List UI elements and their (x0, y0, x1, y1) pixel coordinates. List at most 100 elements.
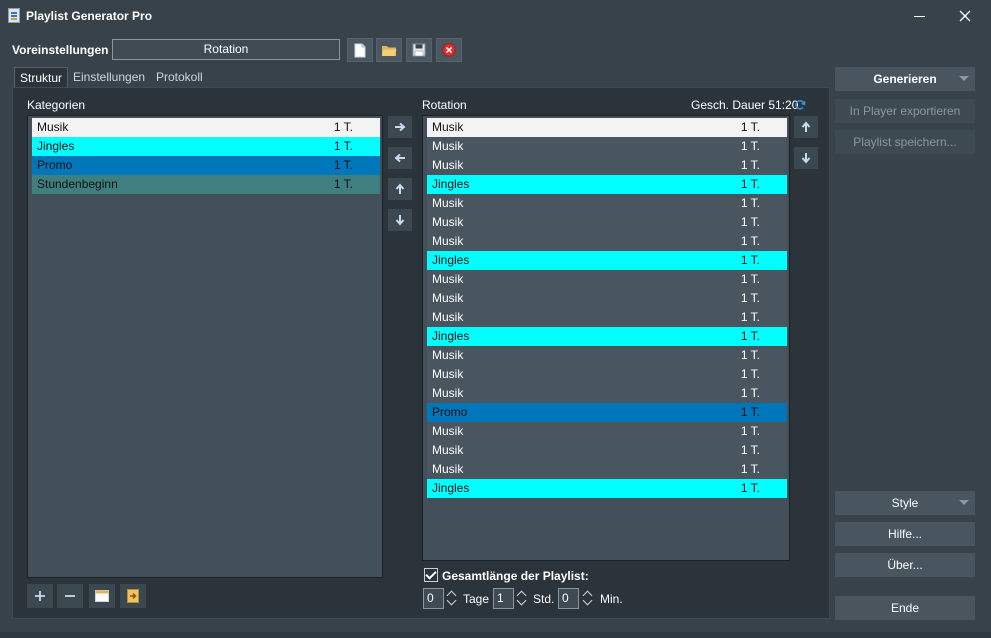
list-item[interactable]: Musik 1 T. (427, 346, 787, 365)
close-button[interactable] (942, 0, 988, 32)
delete-preset-button[interactable] (436, 38, 462, 62)
minutes-spinner[interactable] (582, 588, 594, 609)
edit-category-button[interactable] (89, 584, 115, 608)
item-count: 1 T. (740, 329, 760, 343)
item-name: Musik (432, 367, 464, 381)
list-item[interactable]: Musik 1 T. (427, 232, 787, 251)
exit-button[interactable]: Ende (835, 596, 975, 620)
list-item[interactable]: Musik 1 T. (32, 118, 380, 137)
help-button[interactable]: Hilfe... (835, 522, 975, 546)
rotation-down-button[interactable] (794, 147, 818, 169)
hours-spinner[interactable] (516, 588, 528, 609)
list-item[interactable]: Jingles 1 T. (427, 479, 787, 498)
item-name: Musik (432, 158, 464, 172)
item-count: 1 T. (740, 443, 760, 457)
preset-input[interactable]: Rotation (112, 39, 340, 60)
list-item[interactable]: Musik 1 T. (427, 289, 787, 308)
categories-list[interactable]: Musik 1 T. Jingles 1 T. Promo 1 T. Stundenbegi… (27, 115, 383, 578)
item-name: Jingles (432, 329, 470, 343)
minutes-input[interactable]: 0 (558, 588, 579, 609)
add-category-button[interactable] (27, 584, 53, 608)
item-count: 1 T. (740, 405, 760, 419)
item-name: Jingles (37, 139, 75, 153)
delete-icon (442, 43, 456, 57)
item-name: Musik (432, 272, 464, 286)
save-playlist-button[interactable]: Playlist speichern... (835, 130, 975, 154)
days-input[interactable]: 0 (423, 588, 444, 609)
refresh-icon[interactable] (794, 99, 806, 111)
item-name: Jingles (432, 253, 470, 267)
remove-from-rotation-button[interactable] (388, 147, 412, 169)
list-item[interactable]: Promo 1 T. (427, 403, 787, 422)
dropdown-arrow-icon[interactable] (959, 500, 969, 505)
list-item[interactable]: Musik 1 T. (427, 270, 787, 289)
remove-category-button[interactable] (57, 584, 83, 608)
tab-struktur[interactable]: Struktur (14, 67, 69, 87)
list-item[interactable]: Promo 1 T. (32, 156, 380, 175)
item-name: Musik (432, 291, 464, 305)
list-item[interactable]: Musik 1 T. (427, 441, 787, 460)
item-name: Stundenbeginn (37, 177, 118, 191)
tab-protokoll[interactable]: Protokoll (156, 70, 203, 84)
item-name: Musik (432, 443, 464, 457)
item-name: Musik (432, 139, 464, 153)
save-icon (412, 43, 426, 57)
total-length-checkbox[interactable] (424, 568, 438, 582)
list-item[interactable]: Musik 1 T. (427, 365, 787, 384)
list-item[interactable]: Jingles 1 T. (427, 251, 787, 270)
list-item[interactable]: Jingles 1 T. (32, 137, 380, 156)
list-item[interactable]: Jingles 1 T. (427, 175, 787, 194)
list-item[interactable]: Musik 1 T. (427, 308, 787, 327)
item-name: Musik (432, 234, 464, 248)
item-count: 1 T. (740, 139, 760, 153)
plus-icon (35, 591, 45, 601)
item-count: 1 T. (740, 120, 760, 134)
tab-einstellungen[interactable]: Einstellungen (73, 70, 146, 84)
open-preset-button[interactable] (376, 38, 402, 62)
category-up-button[interactable] (388, 178, 412, 200)
item-count: 1 T. (740, 424, 760, 438)
new-preset-button[interactable] (347, 38, 373, 62)
rotation-list[interactable]: Musik 1 T. Musik 1 T. Musik 1 T. Jingles 1 T. Mu… (422, 115, 790, 561)
item-count: 1 T. (333, 139, 353, 153)
list-item[interactable]: Jingles 1 T. (427, 327, 787, 346)
list-item[interactable]: Musik 1 T. (427, 422, 787, 441)
item-count: 1 T. (333, 120, 353, 134)
item-count: 1 T. (740, 481, 760, 495)
rotation-up-button[interactable] (794, 116, 818, 138)
save-preset-button[interactable] (406, 38, 432, 62)
categories-label: Kategorien (27, 98, 86, 112)
dropdown-arrow-icon[interactable] (959, 76, 969, 81)
style-button[interactable]: Style (835, 491, 975, 515)
about-button[interactable]: Über... (835, 553, 975, 577)
hours-input[interactable]: 1 (493, 588, 514, 609)
item-name: Promo (37, 158, 73, 172)
export-player-button[interactable]: In Player exportieren (835, 99, 975, 123)
category-down-button[interactable] (388, 209, 412, 231)
item-count: 1 T. (740, 386, 760, 400)
list-item[interactable]: Musik 1 T. (427, 460, 787, 479)
list-item[interactable]: Musik 1 T. (427, 213, 787, 232)
list-item[interactable]: Musik 1 T. (427, 194, 787, 213)
item-count: 1 T. (740, 253, 760, 267)
days-spinner[interactable] (446, 588, 458, 609)
list-item[interactable]: Musik 1 T. (427, 156, 787, 175)
generate-button[interactable]: Generieren (835, 67, 975, 91)
list-item[interactable]: Musik 1 T. (427, 384, 787, 403)
item-count: 1 T. (740, 177, 760, 191)
minimize-button[interactable] (896, 0, 942, 32)
item-count: 1 T. (740, 196, 760, 210)
title-bar (0, 0, 991, 32)
item-count: 1 T. (740, 272, 760, 286)
item-count: 1 T. (740, 291, 760, 305)
status-bar (0, 632, 991, 638)
list-item[interactable]: Musik 1 T. (427, 137, 787, 156)
list-item[interactable]: Musik 1 T. (427, 118, 787, 137)
window-title: Playlist Generator Pro (26, 9, 153, 23)
add-to-rotation-button[interactable] (388, 116, 412, 138)
import-category-button[interactable] (120, 584, 146, 608)
item-name: Musik (432, 386, 464, 400)
list-item[interactable]: Stundenbeginn 1 T. (32, 175, 380, 194)
arrow-up-icon (801, 121, 811, 132)
item-name: Musik (432, 348, 464, 362)
